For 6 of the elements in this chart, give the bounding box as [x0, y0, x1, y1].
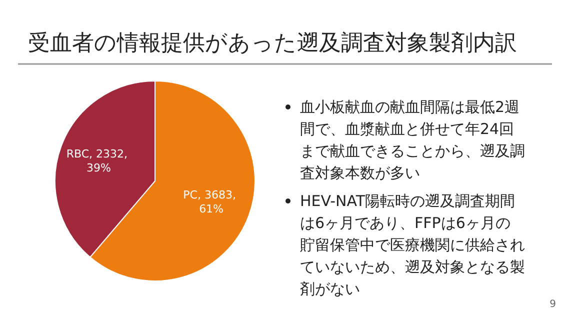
text: 9	[550, 299, 556, 310]
slice-label: PC, 3683, 61%	[183, 188, 240, 216]
text: HEV-NAT陽転時の遡及調査期間は6ヶ月であり、FFPは6ヶ月の貯留保管中で医療機関に供給されていないため、遡及対象となる製剤がない	[300, 192, 525, 298]
text: 血小板献血の献血間隔は最低2週間で、血漿献血と併せて年24回まで献血できることから、遡及調査対象本数が多い	[300, 98, 525, 182]
chart-title: 受血者の情報提供があった遡及調査対象製剤内訳	[28, 31, 517, 56]
slice-label: RBC, 2332, 39%	[66, 147, 132, 174]
